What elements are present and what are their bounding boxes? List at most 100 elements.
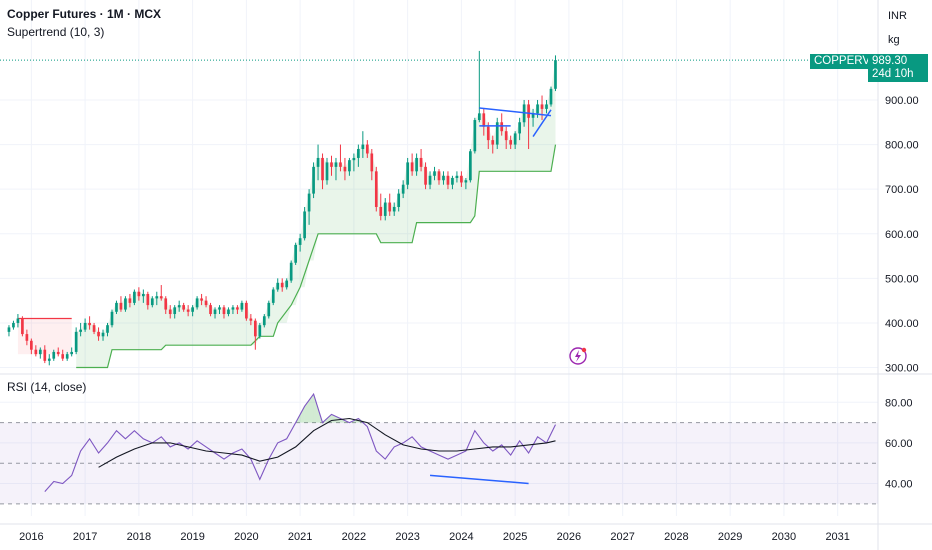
time-tick-label: 2023 [395,531,419,543]
candle-body [343,166,347,172]
candle [142,289,145,303]
candle [365,140,369,158]
supertrend-up-line [76,144,557,369]
time-tick-label: 2024 [449,531,473,543]
candle-body [101,332,105,337]
candle-body [383,202,387,216]
time-tick-label: 2030 [772,531,796,543]
candle-body [379,207,383,216]
time-tick-label: 2029 [718,531,742,543]
candle-body [177,305,181,308]
candle-body [307,193,311,212]
candle-body [97,331,100,337]
candle [424,162,427,190]
price-tick-label: 300.00 [885,363,919,375]
candle-body [106,325,109,333]
candle [357,144,360,167]
candle [30,338,33,355]
candle-body [150,298,154,306]
candle-body [173,307,177,315]
candle [164,296,168,315]
time-tick-label: 2022 [342,531,366,543]
grid [0,0,878,516]
candle [549,86,553,107]
candle [491,135,495,154]
time-tick-label: 2016 [19,531,43,543]
candle-body [424,166,427,185]
candle-body [549,88,553,105]
candle-body [222,307,226,315]
candle-body [298,238,302,245]
candle-body [47,358,51,361]
indicator-label[interactable]: Supertrend (10, 3) [7,25,105,39]
candle-body [433,171,436,176]
candle [321,153,324,190]
candle [554,55,557,92]
candle [262,314,266,328]
candle-body [370,153,374,172]
candle-body [110,311,114,326]
candle-body [437,171,441,181]
candle-body [477,113,481,121]
candle [531,108,535,127]
candle [495,117,499,150]
candle-body [348,160,351,172]
candle [204,296,208,308]
candle-body [316,157,320,167]
candle [428,171,432,190]
candle [397,189,401,212]
candle [276,278,280,292]
rsi-label[interactable]: RSI (14, close) [7,380,87,394]
price-tick-label: 600.00 [885,229,919,241]
candle-body [137,291,141,297]
candle [61,349,65,361]
candle [231,305,235,315]
rsi-ma-line [98,417,556,468]
candle-body [406,162,409,185]
candle-body [267,302,271,317]
candle-body [527,104,530,118]
candle [469,149,472,183]
time-tick-label: 2026 [557,531,581,543]
candle-body [168,309,172,315]
candle [258,322,262,339]
candle [513,131,517,150]
candle-body [142,293,145,297]
time-tick-label: 2019 [180,531,204,543]
candle-body [388,202,392,212]
candle-body [38,349,42,355]
candle [527,99,530,150]
candle-body [469,151,472,181]
candle-body [186,309,190,312]
candle [374,166,378,212]
candle [500,113,504,136]
candle [16,314,20,328]
price-tick-label: 400.00 [885,318,919,330]
candle [249,314,253,326]
candle [79,322,82,337]
candle-body [410,162,414,172]
candle [245,300,248,321]
candle-body [92,325,96,332]
candle [540,95,544,121]
time-tick-label: 2020 [234,531,258,543]
candle [334,157,338,181]
candle [124,296,127,312]
candle [339,144,342,172]
candle [370,149,374,181]
candle-body [43,349,47,361]
time-tick-label: 2027 [610,531,634,543]
candle [388,193,392,216]
time-tick-label: 2017 [73,531,97,543]
candle-body [540,104,544,109]
candle [392,202,396,216]
candle [298,233,302,252]
candle-body [397,193,401,207]
candle-body [451,178,454,185]
candle [182,302,186,312]
candle [173,305,177,319]
time-tick-label: 2025 [503,531,527,543]
candle [442,171,445,185]
candle-body [236,307,239,310]
